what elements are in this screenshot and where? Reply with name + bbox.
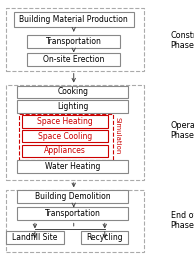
Bar (17, 86, 128, 98)
Bar (17, 100, 128, 113)
Bar (81, 231, 128, 244)
Bar (6, 231, 64, 244)
Text: Transportation: Transportation (46, 37, 102, 46)
Bar (6, 190, 144, 252)
Bar (14, 12, 134, 27)
Bar (6, 84, 144, 180)
Text: Operational
Phase: Operational Phase (171, 121, 194, 140)
Bar (27, 35, 120, 48)
Bar (22, 130, 108, 142)
Text: Space Heating: Space Heating (37, 117, 93, 126)
Bar (27, 53, 120, 66)
Text: Space Cooling: Space Cooling (38, 132, 92, 141)
Text: Cooking: Cooking (57, 87, 88, 96)
Bar (22, 115, 108, 128)
Bar (19, 114, 113, 160)
Text: Transportation: Transportation (45, 210, 101, 218)
Text: Lighting: Lighting (57, 102, 88, 111)
Text: Construction
Phase: Construction Phase (171, 31, 194, 50)
Text: Landfill Site: Landfill Site (12, 233, 58, 242)
Bar (6, 8, 144, 71)
Text: Recycling: Recycling (87, 233, 123, 242)
Text: Appliances: Appliances (44, 146, 86, 155)
Bar (17, 160, 128, 173)
Text: Water Heating: Water Heating (45, 162, 100, 171)
Text: On-site Erection: On-site Erection (43, 55, 104, 63)
Text: End of life
Phase: End of life Phase (171, 211, 194, 230)
Bar (22, 145, 108, 157)
Bar (17, 207, 128, 220)
Text: Simulation: Simulation (114, 117, 120, 154)
Text: Building Demolition: Building Demolition (35, 192, 111, 201)
Bar (17, 190, 128, 203)
Text: Building Material Production: Building Material Production (19, 15, 128, 24)
